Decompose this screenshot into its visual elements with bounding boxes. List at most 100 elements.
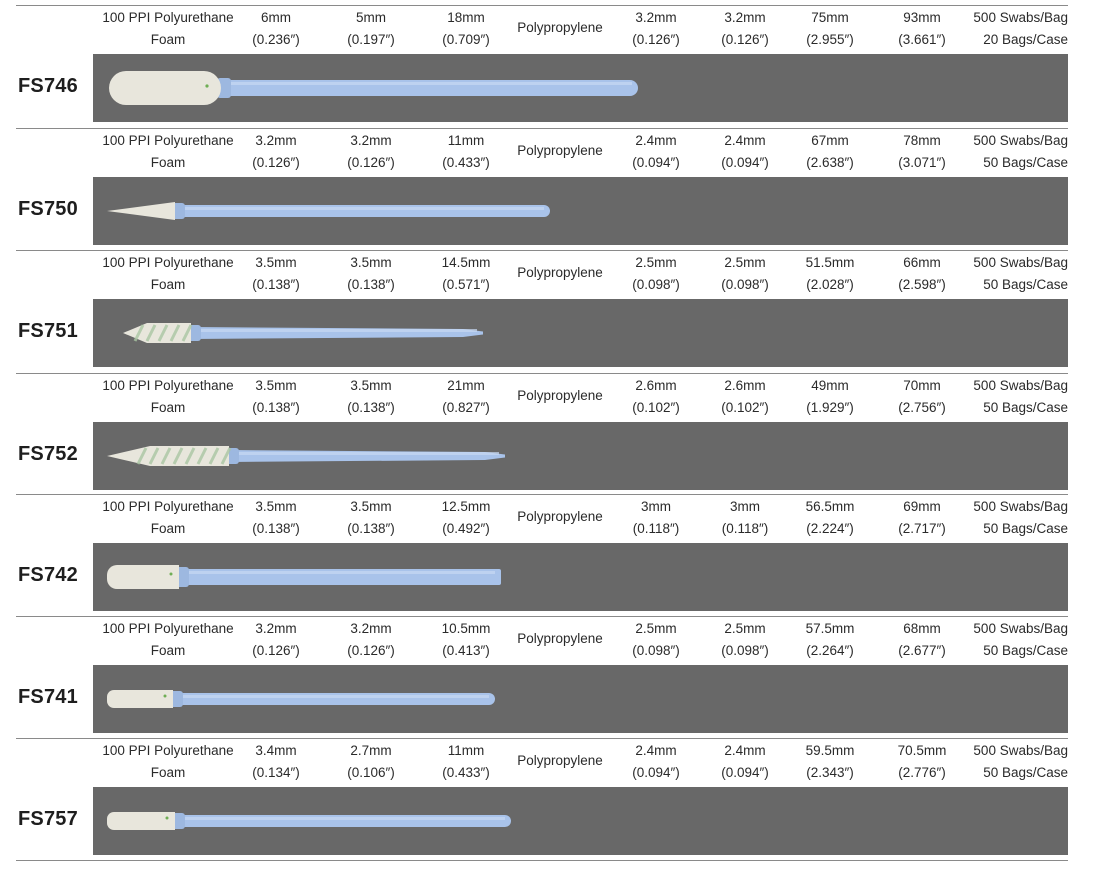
cell-line-secondary: (0.413″) (442, 643, 490, 658)
cell-line-primary: 2.4mm (635, 133, 677, 148)
handle-width-cell: 2.4mm (0.094″) (632, 740, 680, 784)
head-length-cell: 12.5mm (0.492″) (442, 496, 491, 540)
cell-line-primary: 75mm (811, 10, 849, 25)
cell-line-primary: 3mm (730, 499, 760, 514)
cell-line-secondary: (0.138″) (347, 400, 395, 415)
cell-line-secondary: (2.343″) (806, 765, 854, 780)
cell-line-primary: 57.5mm (805, 621, 855, 636)
foam-swab-photo-icon (123, 323, 483, 343)
cell-line-secondary: (2.638″) (806, 155, 854, 170)
cell-line-secondary: (0.118″) (721, 521, 769, 536)
head-length-cell: 21mm (0.827″) (442, 375, 490, 419)
cell-line-primary: 14.5mm (441, 255, 491, 270)
cell-line-secondary: 50 Bags/Case (983, 521, 1068, 536)
cell-line-secondary: (0.492″) (442, 521, 490, 536)
cell-line-secondary: Foam (150, 765, 186, 780)
cell-line-secondary: (0.098″) (721, 277, 769, 292)
cell-line-secondary: (0.098″) (632, 277, 680, 292)
cell-line-primary: 500 Swabs/Bag (973, 255, 1068, 270)
cell-line-secondary: (0.098″) (632, 643, 680, 658)
cell-line-primary: 3.4mm (255, 743, 297, 758)
overall-length-cell: 70.5mm (2.776″) (898, 740, 947, 784)
foam-swab-photo-icon (107, 446, 505, 466)
cell-line-primary: 2.5mm (635, 621, 677, 636)
swab-photo (93, 177, 1068, 245)
cell-line-primary: 100 PPI Polyurethane (102, 133, 234, 148)
cell-line-primary: 500 Swabs/Bag (973, 499, 1068, 514)
cell-line-secondary: (0.433″) (442, 765, 490, 780)
cell-line-primary: 100 PPI Polyurethane (102, 255, 234, 270)
head-thickness-cell: 3.2mm (0.126″) (347, 618, 395, 662)
swab-photo (93, 665, 1068, 733)
head-width-cell: 3.2mm (0.126″) (252, 130, 300, 174)
cell-line-secondary: (0.126″) (252, 643, 300, 658)
foam-material-cell: 100 PPI Polyurethane Foam (102, 130, 233, 174)
handle-thickness-cell: 2.5mm (0.098″) (721, 252, 769, 296)
cell-line-secondary: (0.126″) (347, 155, 395, 170)
cell-line-secondary: Foam (150, 521, 186, 536)
head-width-cell: 3.5mm (0.138″) (252, 496, 300, 540)
product-code: FS750 (18, 198, 78, 220)
cell-line-primary: 68mm (903, 621, 941, 636)
cell-line-secondary: (2.955″) (806, 32, 854, 47)
handle-length-cell: 57.5mm (2.264″) (806, 618, 855, 662)
handle-length-cell: 51.5mm (2.028″) (806, 252, 855, 296)
cell-line-secondary: (0.236″) (252, 32, 300, 47)
cell-line-secondary: (0.094″) (632, 765, 680, 780)
product-code: FS742 (18, 564, 78, 586)
cell-line-secondary: (2.776″) (898, 765, 946, 780)
cell-line-secondary: (0.102″) (721, 400, 769, 415)
cell-line-secondary: (2.598″) (898, 277, 946, 292)
cell-line-secondary: (0.709″) (442, 32, 490, 47)
cell-line-secondary: Foam (150, 32, 186, 47)
cell-line-primary: 70.5mm (897, 743, 947, 758)
foam-swab-photo-icon (107, 690, 495, 708)
cell-line: Polypropylene (517, 388, 603, 403)
cell-line-primary: 3.2mm (255, 133, 297, 148)
cell-line-secondary: (0.138″) (252, 277, 300, 292)
cell-line-primary: 100 PPI Polyurethane (102, 743, 234, 758)
cell-line-primary: 3.2mm (635, 10, 677, 25)
handle-thickness-cell: 2.5mm (0.098″) (721, 618, 769, 662)
packaging-cell: 500 Swabs/Bag 50 Bags/Case (973, 130, 1068, 174)
cell-line-primary: 2.5mm (635, 255, 677, 270)
swab-photo (93, 299, 1068, 367)
cell-line-primary: 100 PPI Polyurethane (102, 621, 234, 636)
cell-line-primary: 12.5mm (441, 499, 491, 514)
row-divider (16, 250, 1068, 251)
cell-line-primary: 3.5mm (350, 255, 392, 270)
cell-line-primary: 2.4mm (724, 743, 766, 758)
cell-line-secondary: (0.138″) (347, 277, 395, 292)
head-width-cell: 3.2mm (0.126″) (252, 618, 300, 662)
row-divider (16, 5, 1068, 6)
product-row: 100 PPI Polyurethane Foam 3.5mm (0.138″) 3.5… (0, 250, 1095, 373)
handle-width-cell: 2.5mm (0.098″) (632, 252, 680, 296)
cell-line-secondary: (3.071″) (898, 155, 946, 170)
row-divider (16, 616, 1068, 617)
product-code: FS751 (18, 320, 78, 342)
cell-line-secondary: (2.264″) (806, 643, 854, 658)
cell-line-secondary: (0.094″) (721, 155, 769, 170)
cell-line-primary: 11mm (447, 133, 485, 148)
foam-material-cell: 100 PPI Polyurethane Foam (102, 618, 233, 662)
cell-line-secondary: (0.126″) (347, 643, 395, 658)
packaging-cell: 500 Swabs/Bag 50 Bags/Case (973, 618, 1068, 662)
head-length-cell: 14.5mm (0.571″) (442, 252, 491, 296)
handle-width-cell: 3.2mm (0.126″) (632, 7, 680, 51)
cell-line-primary: 56.5mm (805, 499, 855, 514)
cell-line: Polypropylene (517, 753, 603, 768)
cell-line-primary: 2.5mm (724, 255, 766, 270)
cell-line-primary: 100 PPI Polyurethane (102, 499, 234, 514)
swab-photo (93, 787, 1068, 855)
handle-thickness-cell: 3.2mm (0.126″) (721, 7, 769, 51)
handle-length-cell: 67mm (2.638″) (806, 130, 854, 174)
cell-line-secondary: 50 Bags/Case (983, 643, 1068, 658)
cell-line-secondary: (0.138″) (252, 400, 300, 415)
overall-length-cell: 93mm (3.661″) (898, 7, 946, 51)
cell-line-secondary: (0.126″) (721, 32, 769, 47)
product-code: FS741 (18, 686, 78, 708)
head-length-cell: 18mm (0.709″) (442, 7, 490, 51)
cell-line-secondary: (2.028″) (806, 277, 854, 292)
cell-line-secondary: (0.126″) (252, 155, 300, 170)
